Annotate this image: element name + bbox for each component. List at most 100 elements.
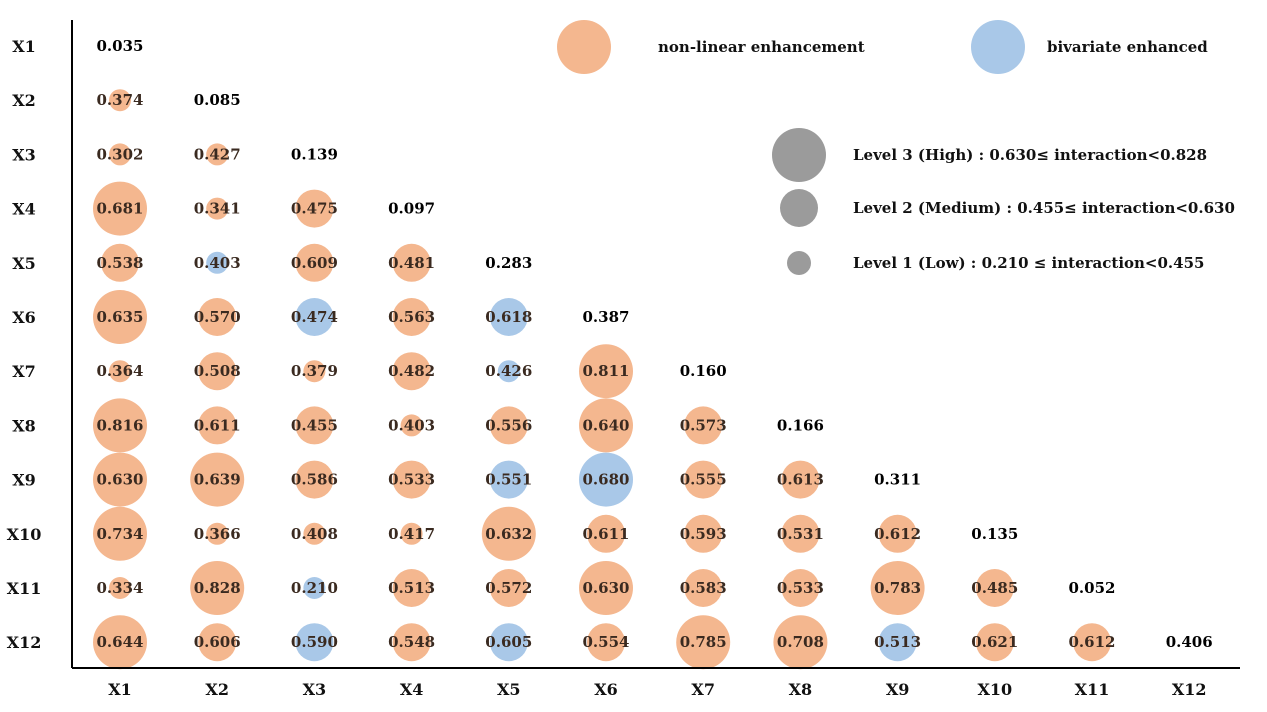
legend: non-linear enhancement bivariate enhanced… — [557, 20, 1235, 275]
bubble-X2-X1 — [109, 89, 131, 112]
col-label-X5: X5 — [497, 680, 521, 699]
bubble-X4-X3 — [295, 189, 334, 228]
value-X11-X2: 0.828 — [194, 579, 241, 597]
value-X12-X11: 0.612 — [1069, 633, 1116, 651]
bubble-X7-X3 — [303, 360, 326, 383]
value-X5-X2: 0.403 — [194, 254, 241, 272]
row-label-X7: X7 — [12, 362, 36, 381]
col-label-X2: X2 — [205, 680, 229, 699]
value-X9-X5: 0.551 — [485, 471, 532, 489]
bubble-X9-X1 — [93, 452, 147, 507]
bubble-X12-X9 — [878, 623, 917, 662]
value-X3-X2: 0.427 — [194, 145, 241, 163]
bubble-X7-X4 — [392, 352, 431, 391]
bubble-X11-X3 — [303, 577, 326, 599]
bubble-X10-X8 — [781, 514, 820, 553]
value-X10-X2: 0.366 — [194, 525, 241, 543]
legend-level-2-swatch — [780, 189, 818, 227]
bubble-X10-X1 — [93, 506, 147, 561]
bubble-X11-X5 — [489, 569, 528, 607]
value-X9-X9: 0.311 — [874, 471, 921, 489]
row-label-X11: X11 — [7, 579, 42, 598]
value-X4-X2: 0.341 — [194, 200, 241, 218]
row-label-X4: X4 — [12, 200, 36, 219]
bubble-X10-X2 — [206, 522, 229, 545]
col-label-X6: X6 — [594, 680, 618, 699]
value-X10-X8: 0.531 — [777, 525, 824, 543]
value-X11-X11: 0.052 — [1069, 579, 1116, 597]
col-label-X10: X10 — [977, 680, 1012, 699]
col-label-X1: X1 — [108, 680, 132, 699]
value-X6-X5: 0.618 — [485, 308, 532, 326]
value-X8-X5: 0.556 — [485, 416, 532, 434]
bubble-X3-X2 — [206, 143, 229, 166]
value-X12-X8: 0.708 — [777, 633, 824, 651]
bubble-X6-X1 — [93, 290, 147, 344]
col-label-X9: X9 — [886, 680, 910, 699]
value-X11-X5: 0.572 — [485, 579, 532, 597]
value-X11-X4: 0.513 — [388, 579, 435, 597]
bubble-X11-X8 — [781, 569, 820, 607]
value-X7-X5: 0.426 — [485, 362, 532, 380]
bubble-X12-X7 — [676, 615, 731, 670]
legend-label-nonlinear: non-linear enhancement — [658, 38, 865, 56]
col-label-X7: X7 — [691, 680, 715, 699]
value-X7-X3: 0.379 — [291, 362, 338, 380]
value-X8-X8: 0.166 — [777, 416, 824, 434]
value-X10-X9: 0.612 — [874, 525, 921, 543]
value-X9-X8: 0.613 — [777, 471, 824, 489]
bubble-X9-X7 — [684, 460, 723, 499]
value-X10-X4: 0.417 — [388, 525, 435, 543]
bubble-X9-X5 — [489, 460, 528, 499]
bubble-X11-X4 — [392, 569, 431, 607]
value-X6-X1: 0.635 — [97, 308, 144, 326]
bubble-X6-X4 — [392, 298, 431, 336]
legend-level-1-swatch — [787, 251, 811, 275]
bubble-X12-X4 — [392, 623, 431, 662]
bubble-X8-X3 — [295, 406, 334, 445]
value-X2-X2: 0.085 — [194, 91, 241, 109]
bubble-X10-X9 — [878, 514, 917, 553]
row-label-X8: X8 — [12, 416, 36, 435]
value-X11-X10: 0.485 — [971, 579, 1018, 597]
row-label-layer: X1 X2 X3 X4 X5 X6 X7 X8 X9 X10 X11 X12 — [7, 37, 42, 652]
value-X11-X1: 0.334 — [97, 579, 144, 597]
value-X7-X1: 0.364 — [97, 362, 144, 380]
value-X8-X2: 0.611 — [194, 416, 241, 434]
value-X11-X7: 0.583 — [680, 579, 727, 597]
bubble-X10-X4 — [400, 522, 423, 545]
row-label-X5: X5 — [12, 254, 36, 273]
bubble-X9-X2 — [190, 452, 245, 507]
value-X6-X2: 0.570 — [194, 308, 241, 326]
bubble-X10-X7 — [684, 514, 723, 553]
col-label-X8: X8 — [789, 680, 813, 699]
value-X9-X2: 0.639 — [194, 471, 241, 489]
bubble-X12-X8 — [773, 615, 828, 670]
value-X12-X9: 0.513 — [874, 633, 921, 651]
row-label-X3: X3 — [12, 145, 36, 164]
col-label-X12: X12 — [1172, 680, 1207, 699]
bubble-X10-X3 — [303, 522, 326, 545]
value-X9-X4: 0.533 — [388, 471, 435, 489]
value-X8-X7: 0.573 — [680, 416, 727, 434]
value-X5-X5: 0.283 — [485, 254, 532, 272]
bubble-X8-X7 — [684, 406, 723, 445]
value-X12-X12: 0.406 — [1166, 633, 1213, 651]
value-X10-X5: 0.632 — [485, 525, 532, 543]
bubble-X5-X1 — [101, 243, 139, 282]
value-X12-X5: 0.605 — [485, 633, 532, 651]
bubble-X7-X1 — [109, 360, 131, 383]
value-X1-X1: 0.035 — [97, 37, 144, 55]
bubble-X9-X6 — [579, 452, 633, 507]
value-X12-X7: 0.785 — [680, 633, 727, 651]
bubble-X8-X4 — [400, 414, 423, 437]
legend-label-bivariate: bivariate enhanced — [1047, 38, 1208, 56]
value-X4-X4: 0.097 — [388, 200, 435, 218]
bubble-X12-X11 — [1073, 623, 1111, 662]
bubble-X7-X6 — [579, 344, 633, 399]
bubble-X7-X5 — [497, 360, 520, 383]
value-X12-X10: 0.621 — [971, 633, 1018, 651]
bubble-X10-X6 — [587, 514, 625, 553]
bubble-X5-X3 — [295, 243, 334, 282]
bubble-X6-X2 — [198, 298, 237, 336]
